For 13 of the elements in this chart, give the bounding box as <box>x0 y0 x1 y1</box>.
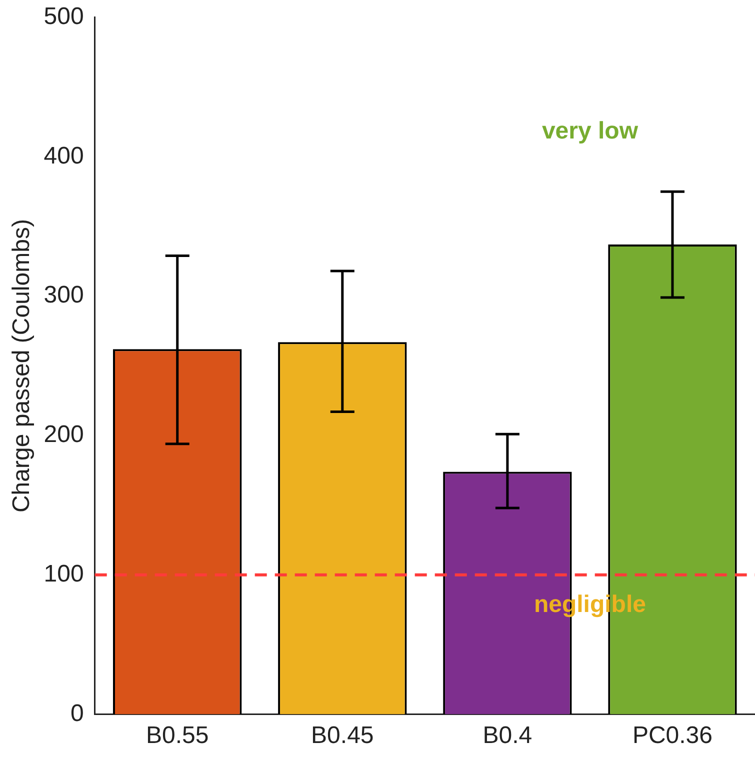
x-tick-label: B0.55 <box>146 722 209 750</box>
y-tick-label: 0 <box>70 700 84 727</box>
y-axis-title: Charge passed (Coulombs) <box>8 219 36 513</box>
y-tick-label: 200 <box>44 421 84 448</box>
x-tick-label: PC0.36 <box>632 722 713 750</box>
y-tick-label: 500 <box>44 3 84 30</box>
x-tick-label: B0.4 <box>482 722 532 750</box>
annotation: very low <box>542 117 638 144</box>
x-tick-label: B0.45 <box>311 722 374 750</box>
y-tick-label: 300 <box>44 282 84 309</box>
y-tick-label: 400 <box>44 142 84 170</box>
annotation: negligible <box>534 591 646 618</box>
y-tick-label: 100 <box>44 560 84 588</box>
